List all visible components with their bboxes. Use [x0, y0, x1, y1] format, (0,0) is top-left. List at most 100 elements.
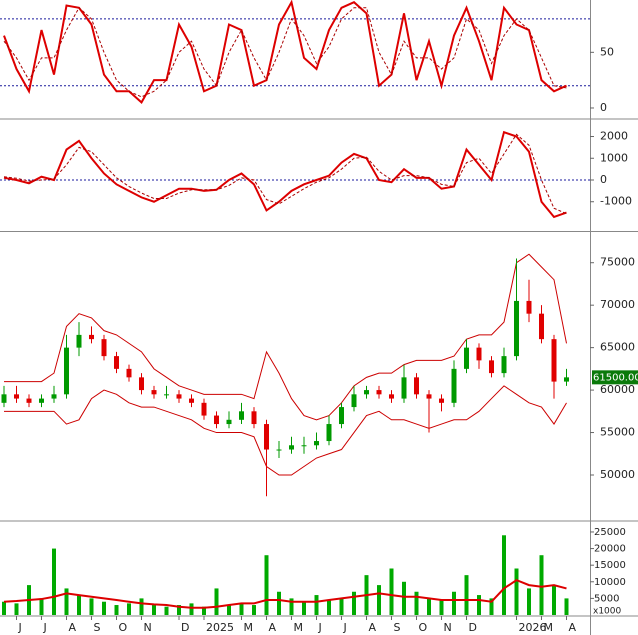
- y-tick-label: 55000: [600, 426, 635, 439]
- y-tick-label: 5000: [594, 593, 619, 604]
- indicator-line: [3, 130, 567, 219]
- indicator-line: [3, 133, 567, 215]
- y-tick-label: 15000: [594, 560, 626, 571]
- candle-body: [526, 300, 532, 314]
- x-tick-label: J: [43, 621, 47, 634]
- volume-bar: [539, 555, 544, 615]
- candle-body: [376, 390, 382, 395]
- candle-body: [239, 411, 244, 420]
- candle-body: [201, 402, 207, 416]
- volume-bar: [302, 601, 306, 615]
- y-tick-label: 60000: [600, 383, 635, 396]
- x-tick-label: O: [419, 621, 428, 634]
- volume-bar: [502, 535, 506, 615]
- volume-bar: [39, 598, 44, 615]
- candle-body: [501, 356, 507, 374]
- unit-label: x1000: [593, 607, 622, 617]
- y-tick-label: -1000: [600, 195, 632, 208]
- candle-body: [101, 339, 107, 357]
- volume-bar: [339, 598, 344, 615]
- candle-body: [301, 445, 307, 447]
- candle-body: [126, 368, 132, 378]
- volume-bar: [514, 568, 519, 615]
- volume-bar: [2, 601, 6, 615]
- indicator-line: [3, 7, 567, 98]
- x-tick-label: A: [69, 621, 77, 634]
- volume-bar: [527, 588, 531, 615]
- candle-body: [189, 398, 194, 403]
- candle-body: [276, 449, 282, 451]
- volume-bar: [52, 548, 56, 615]
- volume-bar: [177, 605, 181, 615]
- volume-bar: [89, 598, 94, 615]
- candle-body: [89, 334, 94, 340]
- volume-bar: [377, 585, 381, 615]
- x-tick-label: M: [244, 621, 254, 634]
- x-tick-label: S: [394, 621, 401, 634]
- x-tick-label: M: [294, 621, 304, 634]
- volume-bar: [202, 606, 206, 615]
- indicator-line: [3, 579, 567, 609]
- y-tick-label: 70000: [600, 298, 635, 311]
- candle-body: [64, 347, 69, 395]
- candle-body: [426, 394, 432, 399]
- x-tick-label: 2026: [519, 621, 547, 634]
- x-tick-label: A: [569, 621, 577, 634]
- candle-body: [564, 377, 569, 382]
- candle-body: [414, 377, 419, 395]
- last-price-label: 61500.00: [593, 372, 638, 383]
- candle-body: [114, 356, 119, 369]
- volume-bar: [102, 601, 106, 615]
- volume-bar: [552, 585, 556, 615]
- volume-bar: [352, 591, 356, 615]
- y-tick-label: 20000: [594, 544, 626, 555]
- candle-body: [139, 377, 144, 391]
- volume-bar: [64, 588, 69, 615]
- candle-body: [451, 368, 457, 403]
- candle-body: [401, 377, 407, 399]
- volume-bar: [164, 606, 169, 615]
- volume-bar: [252, 605, 256, 615]
- candle-body: [26, 398, 32, 403]
- volume-bar: [77, 595, 81, 615]
- volume-bar: [152, 605, 156, 615]
- volume-bar: [439, 600, 444, 615]
- candle-body: [14, 394, 19, 399]
- x-tick-label: O: [119, 621, 128, 634]
- volume-bar: [114, 605, 119, 615]
- x-tick-label: J: [18, 621, 22, 634]
- y-tick-label: 1000: [600, 151, 628, 164]
- x-tick-label: N: [144, 621, 152, 634]
- candle-body: [351, 394, 357, 408]
- volume-bar: [277, 591, 281, 615]
- candle-body: [264, 424, 269, 450]
- candle-body: [76, 334, 82, 348]
- candle-body: [364, 390, 369, 395]
- candle-body: [476, 347, 482, 361]
- y-tick-label: 75000: [600, 256, 635, 269]
- volume-bar: [489, 598, 494, 615]
- candle-body: [214, 415, 219, 425]
- candle-body: [326, 424, 332, 442]
- volume-bar: [402, 581, 406, 615]
- volume-bar: [139, 598, 144, 615]
- volume-bar: [289, 598, 294, 615]
- candle-body: [489, 360, 494, 374]
- candle-body: [439, 398, 444, 403]
- x-tick-label: D: [181, 621, 189, 634]
- y-tick-label: 25000: [594, 527, 626, 538]
- volume-bar: [464, 575, 469, 615]
- candle-body: [39, 398, 44, 403]
- volume-bar: [389, 568, 394, 615]
- volume-bar: [189, 603, 194, 615]
- y-tick-label: 65000: [600, 341, 635, 354]
- volume-bar: [264, 555, 269, 615]
- candle-body: [151, 390, 157, 395]
- volume-bar: [314, 595, 319, 615]
- volume-bar: [239, 603, 244, 615]
- y-tick-label: 2000: [600, 130, 628, 143]
- x-tick-label: D: [469, 621, 477, 634]
- x-tick-label: A: [269, 621, 277, 634]
